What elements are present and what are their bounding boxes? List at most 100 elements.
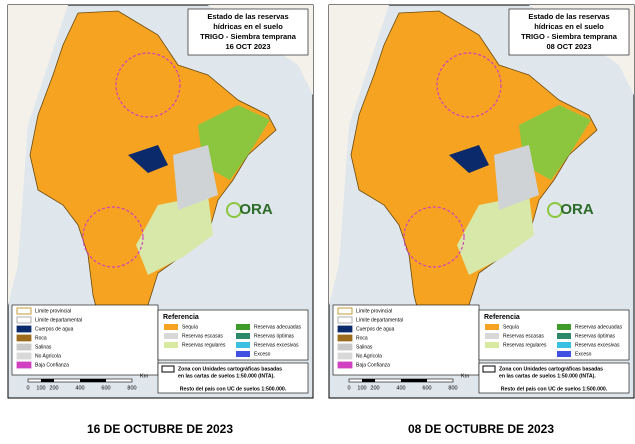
reference-swatch	[485, 333, 499, 339]
title-box	[508, 8, 630, 56]
scale-label: 200	[370, 385, 379, 391]
scale-label: 100	[357, 385, 366, 391]
legend-label: Salinas	[35, 344, 52, 350]
title-line: 16 OCT 2023	[225, 42, 270, 51]
legend-label: Roca	[35, 335, 47, 341]
note-line: Resto del país con UC de suelos 1:500.00…	[501, 386, 608, 392]
reference-label: Reservas óptimas	[254, 333, 295, 339]
low-confidence	[115, 52, 181, 118]
scale-unit: Km	[140, 373, 149, 379]
title-line: Estado de las reservas	[528, 12, 609, 21]
legend-label: Límite departamental	[356, 317, 403, 323]
reference-swatch	[485, 342, 499, 348]
legend-swatch	[337, 334, 353, 342]
legend-swatch	[16, 307, 32, 315]
reference-label: Reservas regulares	[182, 342, 226, 348]
scale-bar-fill	[80, 379, 106, 382]
legend-swatch	[337, 352, 353, 360]
legend-swatch	[16, 325, 32, 333]
legend-swatch	[16, 361, 32, 369]
reference-box	[478, 309, 630, 361]
reference-label: Reservas escasas	[182, 333, 223, 339]
reference-swatch	[164, 333, 178, 339]
reference-label: Reservas óptimas	[575, 333, 616, 339]
reference-title: Referencia	[163, 314, 199, 321]
title-line: hídricas en el suelo	[213, 22, 283, 31]
low-confidence	[436, 52, 502, 118]
scarce-zone	[494, 145, 539, 210]
humid-zone	[519, 105, 591, 180]
scale-label: 200	[49, 385, 58, 391]
reference-label: Reservas excesivas	[575, 342, 620, 348]
reference-box	[157, 309, 309, 361]
caption: 08 DE OCTUBRE DE 2023	[408, 422, 554, 436]
reference-swatch	[236, 342, 250, 348]
scale-label: 0	[347, 385, 350, 391]
scale-label: 800	[127, 385, 136, 391]
scale-label: 0	[26, 385, 29, 391]
legend-box	[332, 304, 480, 376]
humid-zone	[198, 105, 270, 180]
note-line: Zona con Unidades cartográficas basadas	[178, 366, 282, 372]
scale-label: 100	[36, 385, 45, 391]
scale-label: 600	[422, 385, 431, 391]
note-swatch	[161, 365, 175, 373]
country	[29, 10, 277, 351]
low-confidence	[82, 206, 144, 268]
title-box	[187, 8, 309, 56]
legend-label: Cuerpos de agua	[356, 326, 395, 332]
reference-swatch	[557, 342, 571, 348]
legend-swatch	[337, 361, 353, 369]
scale-bar-fill	[362, 379, 375, 382]
title-line: TRIGO - Siembra temprana	[200, 32, 297, 41]
legend-swatch	[337, 307, 353, 315]
reference-swatch	[236, 324, 250, 330]
legend-label: Baja Confianza	[356, 362, 390, 368]
note-line: Resto del país con UC de suelos 1:500.00…	[180, 386, 287, 392]
reference-swatch	[557, 351, 571, 357]
scale-bar-fill	[41, 379, 54, 382]
reference-swatch	[236, 351, 250, 357]
scale-unit: Km	[461, 373, 470, 379]
water-body	[128, 145, 168, 173]
scale-bar-fill	[401, 379, 427, 382]
reference-swatch	[236, 333, 250, 339]
low-confidence	[403, 206, 465, 268]
legend-swatch	[16, 343, 32, 351]
reference-swatch	[164, 324, 178, 330]
logo: ORA	[239, 201, 273, 218]
legend-label: Límite provincial	[356, 308, 392, 314]
scale-label: 600	[101, 385, 110, 391]
note-box	[478, 362, 630, 394]
reference-swatch	[557, 324, 571, 330]
title-line: 08 OCT 2023	[546, 42, 591, 51]
logo-ring	[226, 202, 242, 218]
reference-swatch	[164, 342, 178, 348]
legend-swatch	[16, 352, 32, 360]
reference-label: Exceso	[254, 351, 271, 357]
reference-label: Sequía	[182, 324, 198, 330]
legend-label: Roca	[356, 335, 368, 341]
country	[350, 10, 598, 351]
scale-label: 800	[448, 385, 457, 391]
reference-label: Reservas adecuadas	[575, 324, 622, 330]
regular-zone	[136, 195, 213, 275]
note-swatch	[482, 365, 496, 373]
note-box	[157, 362, 309, 394]
legend-label: No Agrícola	[35, 353, 61, 359]
legend-swatch	[16, 334, 32, 342]
reference-label: Reservas excesivas	[254, 342, 299, 348]
title-line: hídricas en el suelo	[534, 22, 604, 31]
reference-label: Exceso	[575, 351, 592, 357]
reference-label: Reservas escasas	[503, 333, 544, 339]
scale-label: 400	[75, 385, 84, 391]
caption: 16 DE OCTUBRE DE 2023	[87, 422, 233, 436]
logo: ORA	[560, 201, 594, 218]
scarce-zone	[173, 145, 218, 210]
legend-label: Cuerpos de agua	[35, 326, 74, 332]
note-line: Zona con Unidades cartográficas basadas	[499, 366, 603, 372]
reference-label: Reservas regulares	[503, 342, 547, 348]
